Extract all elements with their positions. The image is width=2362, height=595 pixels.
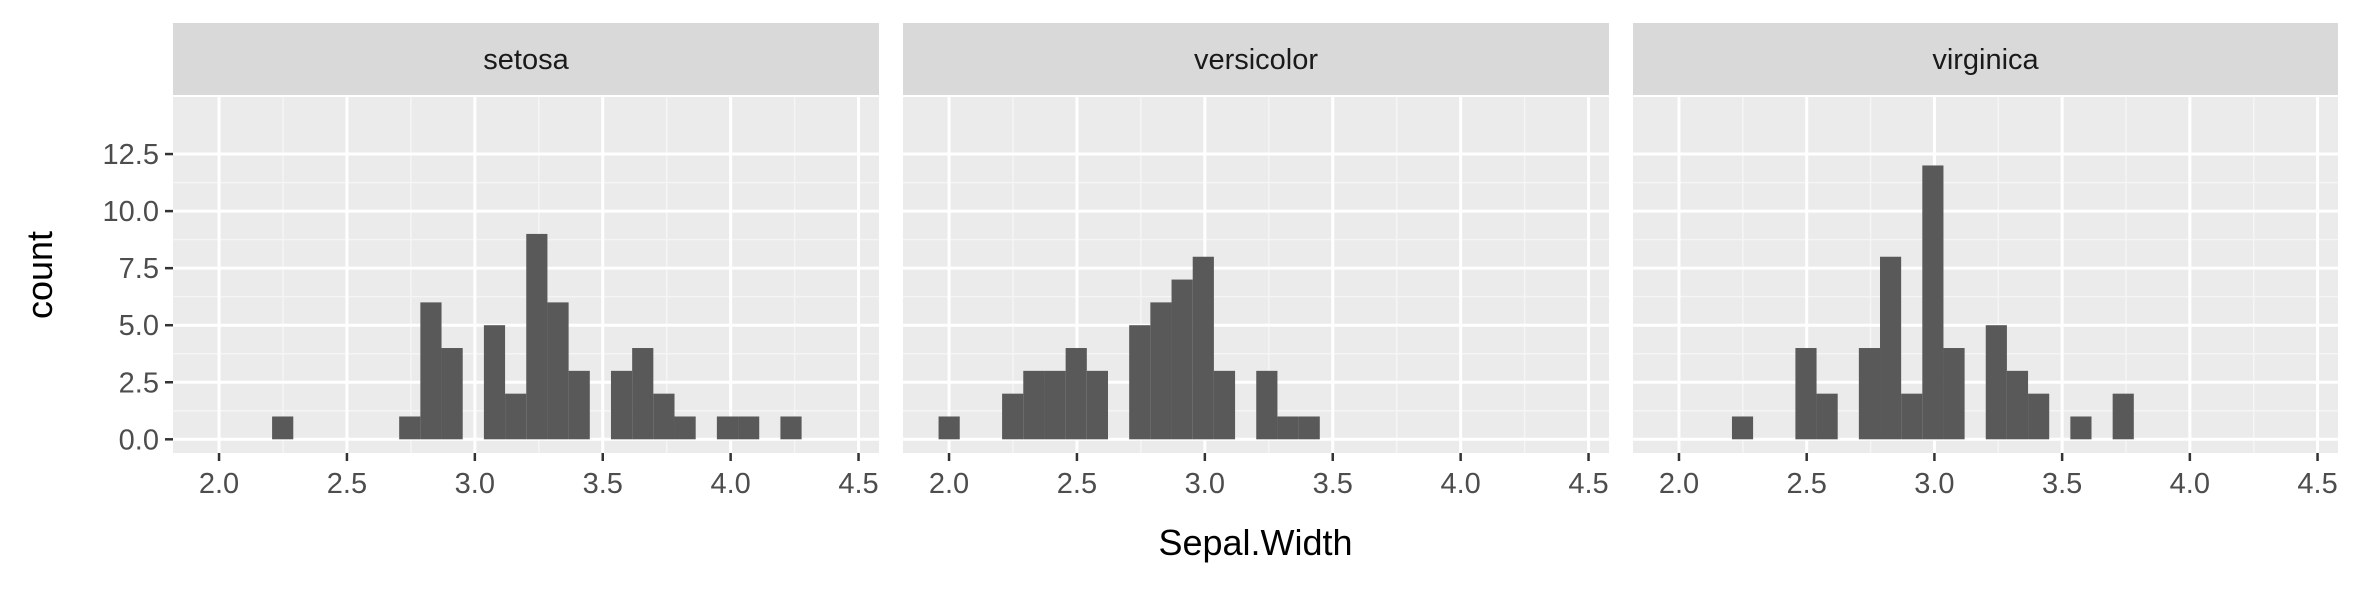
histogram-bar — [1901, 393, 1923, 440]
histogram-bar — [1150, 302, 1172, 440]
histogram-bar — [483, 325, 506, 440]
y-tick-label: 0.0 — [119, 424, 159, 456]
histogram-bar — [1002, 393, 1024, 440]
histogram-bar — [1065, 348, 1087, 440]
histogram-bar — [938, 416, 960, 440]
x-tick-label: 2.0 — [929, 468, 969, 500]
x-tick-label: 4.5 — [838, 468, 878, 500]
x-axis-title: Sepal.Width — [1158, 522, 1352, 563]
histogram-bar — [1192, 256, 1214, 440]
histogram-bar — [1922, 165, 1944, 440]
histogram-bar — [505, 393, 527, 440]
histogram-bar — [2070, 416, 2092, 440]
histogram-bar — [2112, 393, 2134, 440]
facet-strip — [1633, 23, 2338, 95]
x-tick-label: 2.5 — [327, 468, 367, 500]
y-axis-title: count — [19, 231, 60, 319]
histogram-bar — [1256, 370, 1278, 440]
histogram-bar — [780, 416, 802, 440]
histogram-bar — [653, 393, 675, 440]
histogram-bar — [674, 416, 696, 440]
histogram-bar — [632, 348, 654, 440]
y-tick-label: 10.0 — [103, 196, 159, 228]
panel-background — [1633, 97, 2338, 453]
x-tick-label: 3.5 — [583, 468, 623, 500]
x-tick-label: 4.0 — [1440, 468, 1480, 500]
x-tick-label: 2.5 — [1787, 468, 1827, 500]
histogram-bar — [420, 302, 442, 440]
histogram-bar — [568, 370, 590, 440]
histogram-bar — [1985, 325, 2007, 440]
x-tick-label: 4.0 — [710, 468, 750, 500]
x-tick-label: 3.5 — [2042, 468, 2082, 500]
histogram-bar — [1213, 370, 1236, 440]
histogram-bar — [399, 416, 421, 440]
facet-strip-label: versicolor — [1194, 44, 1318, 76]
x-tick-label: 4.0 — [2170, 468, 2210, 500]
x-tick-label: 4.5 — [2297, 468, 2337, 500]
y-tick-label: 7.5 — [119, 253, 159, 285]
facet-strip — [903, 23, 1609, 95]
x-tick-label: 2.0 — [199, 468, 239, 500]
facet-strip — [173, 23, 879, 95]
histogram-bar — [738, 416, 760, 440]
histogram-bar — [441, 348, 463, 440]
y-tick-label: 2.5 — [119, 367, 159, 399]
x-tick-label: 4.5 — [1568, 468, 1608, 500]
histogram-bar — [1277, 416, 1299, 440]
histogram-bar — [610, 370, 633, 440]
histogram-bar — [1943, 348, 1965, 440]
histogram-bar — [1171, 279, 1193, 440]
histogram-bar — [716, 416, 739, 440]
facet-strip-label: virginica — [1932, 44, 2039, 76]
x-tick-label: 3.0 — [1185, 468, 1225, 500]
histogram-bar — [1795, 348, 1817, 440]
histogram-bar — [2028, 393, 2050, 440]
histogram-bar — [1129, 325, 1151, 440]
histogram-bar — [547, 302, 569, 440]
histogram-bar — [272, 416, 294, 440]
histogram-bar — [1731, 416, 1754, 440]
histogram-bar — [1858, 348, 1881, 440]
x-tick-label: 3.0 — [1914, 468, 1954, 500]
facet-strip-label: setosa — [483, 44, 569, 76]
x-tick-label: 2.0 — [1659, 468, 1699, 500]
histogram-bar — [1298, 416, 1320, 440]
x-tick-label: 3.5 — [1313, 468, 1353, 500]
y-tick-label: 12.5 — [103, 139, 159, 171]
y-tick-label: 5.0 — [119, 310, 159, 342]
histogram-bar — [1086, 370, 1108, 440]
histogram-bar — [1023, 370, 1045, 440]
histogram-bar — [1880, 256, 1902, 440]
x-tick-label: 2.5 — [1057, 468, 1097, 500]
histogram-bar — [526, 233, 548, 440]
histogram-bar — [1044, 370, 1066, 440]
histogram-bar — [1816, 393, 1838, 440]
x-tick-label: 3.0 — [455, 468, 495, 500]
histogram-bar — [2006, 370, 2029, 440]
